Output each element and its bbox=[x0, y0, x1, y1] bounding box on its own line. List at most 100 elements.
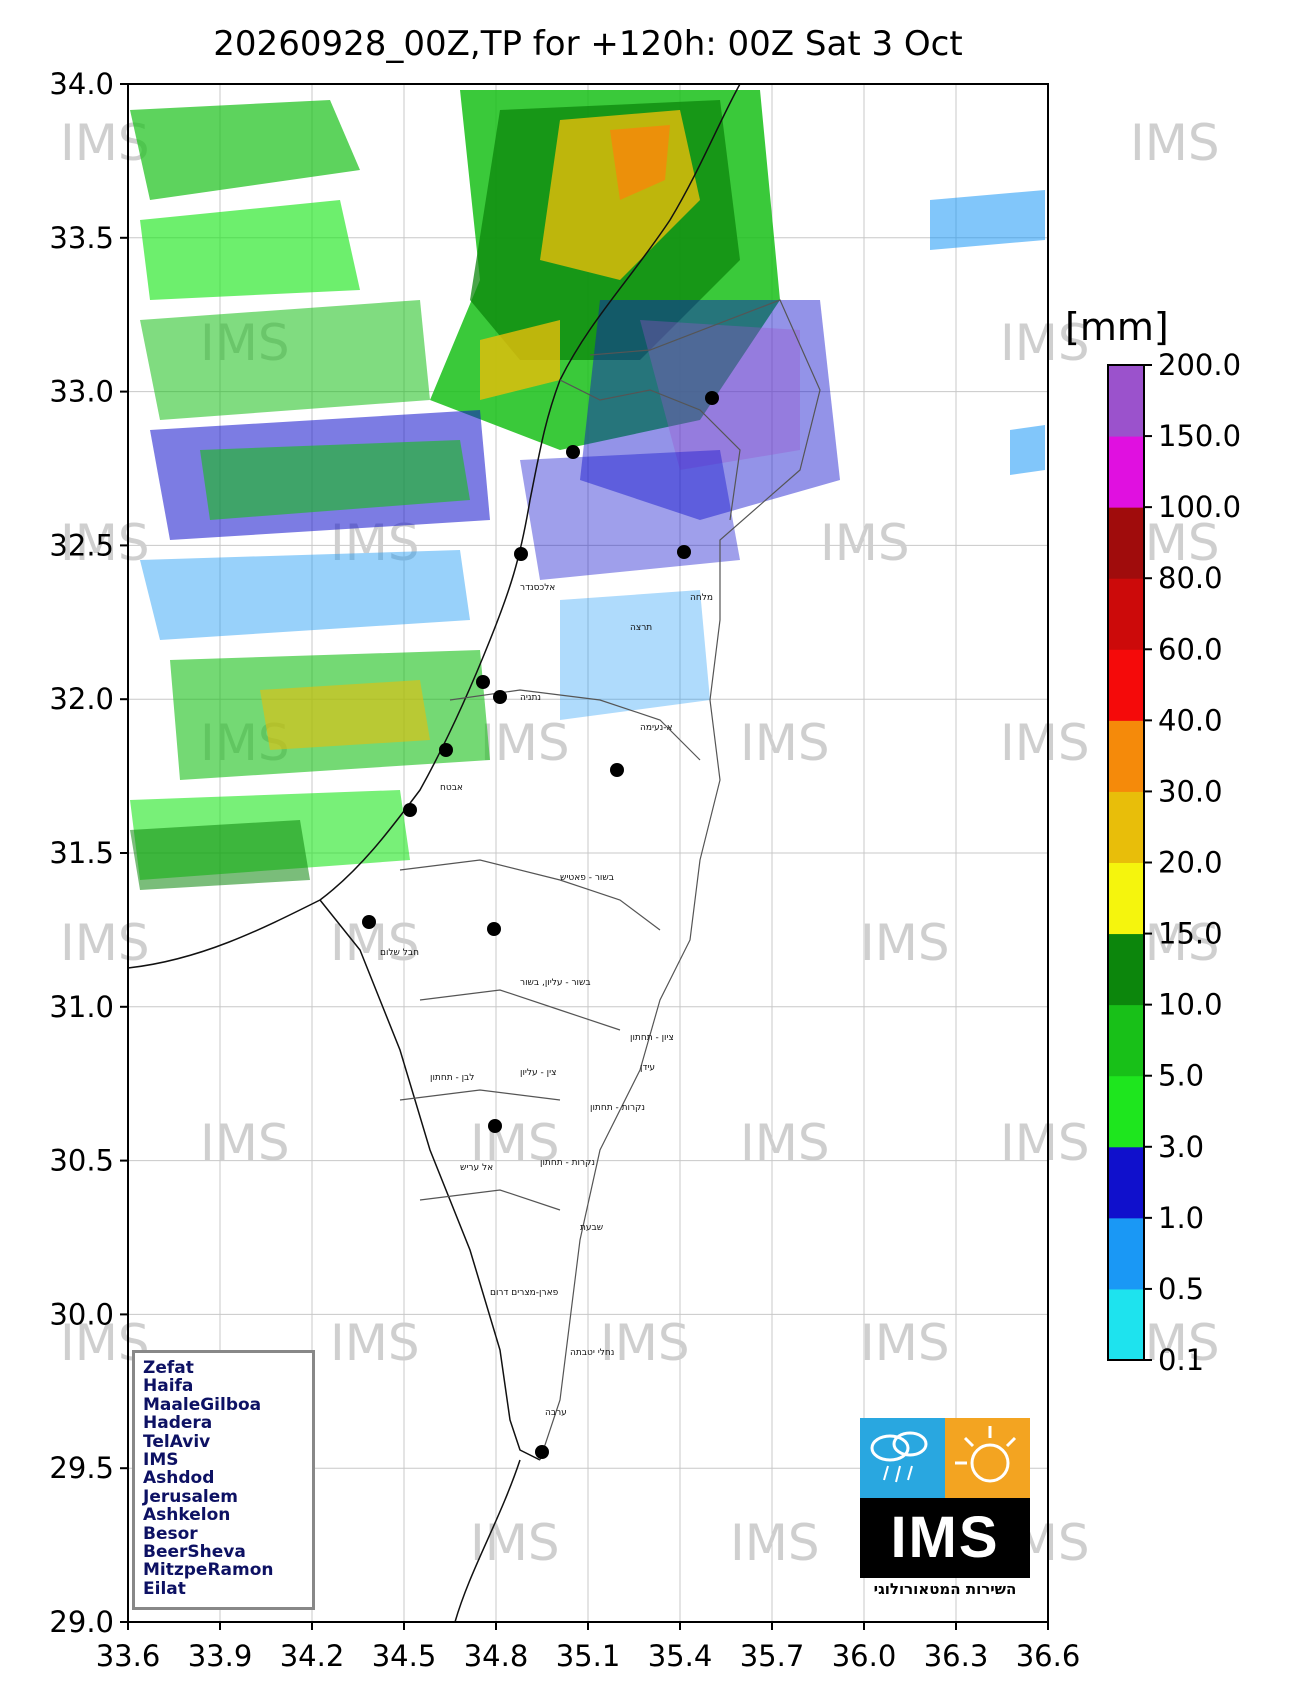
station-jerusalem bbox=[610, 763, 624, 777]
colorbar-tick-label: 15.0 bbox=[1158, 917, 1223, 951]
watermark-text: IMS bbox=[480, 714, 570, 772]
station-legend-item: Ashdod bbox=[143, 1468, 215, 1489]
colorbar-tick-label: 80.0 bbox=[1158, 561, 1223, 595]
svg-text:אלכסנדר: אלכסנדר bbox=[520, 583, 555, 593]
watermark-text: IMS bbox=[1000, 714, 1090, 772]
station-legend-item: Eilat bbox=[143, 1578, 186, 1599]
svg-text:בשור - עליון, בשור: בשור - עליון, בשור bbox=[520, 978, 591, 988]
watermark-text: IMS bbox=[470, 1114, 560, 1172]
svg-text:נקרות - תחתון: נקרות - תחתון bbox=[590, 1103, 645, 1113]
watermark-text: IMS bbox=[600, 1314, 690, 1372]
svg-text:ציון - תחתון: ציון - תחתון bbox=[630, 1033, 674, 1043]
svg-text:נחלי יטבתה: נחלי יטבתה bbox=[570, 1348, 614, 1358]
station-legend-item: TelAviv bbox=[143, 1431, 211, 1452]
svg-text:נתניה: נתניה bbox=[520, 693, 541, 703]
y-tick-label: 34.0 bbox=[49, 67, 114, 101]
y-tick-label: 32.0 bbox=[49, 682, 114, 716]
watermark-text: IMS bbox=[740, 714, 830, 772]
colorbar-segment bbox=[1108, 1075, 1144, 1148]
logo-black-band bbox=[860, 1498, 1030, 1578]
y-tick-label: 31.5 bbox=[49, 836, 114, 870]
colorbar-segment bbox=[1108, 1146, 1144, 1219]
watermark-text: IMS bbox=[860, 914, 950, 972]
svg-text:פארן-מצרים דרום: פארן-מצרים דרום bbox=[490, 1288, 559, 1298]
y-tick-label: 30.0 bbox=[49, 1297, 114, 1331]
svg-text:תרצה: תרצה bbox=[630, 623, 652, 633]
watermark-text: IMS bbox=[1130, 114, 1220, 172]
svg-text:אבטח: אבטח bbox=[440, 783, 463, 793]
svg-text:א-נעימה: א-נעימה bbox=[640, 723, 673, 733]
station-ashkelon bbox=[403, 803, 417, 817]
colorbar-segment bbox=[1108, 365, 1144, 437]
country-outline bbox=[399, 299, 821, 1461]
svg-text:עידן: עידן bbox=[640, 1063, 655, 1073]
x-tick-label: 36.3 bbox=[924, 1639, 989, 1673]
station-zefat bbox=[705, 391, 719, 405]
x-tick-label: 33.6 bbox=[96, 1639, 161, 1673]
station-ashdod bbox=[439, 743, 453, 757]
colorbar: 0.1 0.5 1.0 3.0 5.0 10.0 15.0 20.0 30.0 40.0 60.0 8… bbox=[1107, 348, 1241, 1377]
station-ims bbox=[493, 690, 507, 704]
watermark-text: IMS bbox=[470, 1514, 560, 1572]
station-maalegilboa bbox=[677, 545, 691, 559]
y-tick-label: 29.5 bbox=[49, 1451, 114, 1485]
svg-text:מלחה: מלחה bbox=[690, 593, 713, 603]
y-tick-label: 32.5 bbox=[49, 528, 114, 562]
station-legend-item: Haifa bbox=[143, 1376, 194, 1397]
precipitation-field bbox=[130, 90, 1045, 890]
station-besor bbox=[362, 915, 376, 929]
station-telaviv bbox=[476, 675, 490, 689]
x-tick-label: 35.7 bbox=[740, 1639, 805, 1673]
watermark-text: IMS bbox=[1000, 314, 1090, 372]
station-legend: Zefat Haifa MaaleGilboa Hadera TelAviv IMS Ash… bbox=[132, 1350, 315, 1610]
colorbar-segment bbox=[1108, 791, 1144, 863]
colorbar-segment bbox=[1108, 1004, 1144, 1077]
watermark-text: IMS bbox=[60, 914, 150, 972]
colorbar-tick-label: 3.0 bbox=[1158, 1130, 1204, 1164]
station-legend-item: IMS bbox=[143, 1450, 179, 1471]
x-tick-label: 36.0 bbox=[832, 1639, 897, 1673]
y-tick-label: 33.0 bbox=[49, 375, 114, 409]
colorbar-tick-label: 20.0 bbox=[1158, 846, 1223, 880]
watermark-text: IMS bbox=[820, 514, 910, 572]
station-haifa bbox=[566, 445, 580, 459]
x-tick-label: 35.4 bbox=[648, 1639, 713, 1673]
svg-text:נקרות - תחתון: נקרות - תחתון bbox=[540, 1158, 595, 1168]
x-tick-label: 34.5 bbox=[372, 1639, 437, 1673]
station-legend-item: Zefat bbox=[143, 1358, 194, 1378]
station-eilat bbox=[535, 1445, 549, 1459]
colorbar-tick-label: 100.0 bbox=[1158, 490, 1241, 524]
watermark-text: IMS bbox=[200, 1114, 290, 1172]
y-tick-label: 29.0 bbox=[49, 1605, 114, 1639]
watermark-text: IMS bbox=[60, 514, 150, 572]
colorbar-tick-label: 0.1 bbox=[1158, 1343, 1204, 1377]
colorbar-tick-label: 5.0 bbox=[1158, 1059, 1204, 1093]
watermark-text: IMS bbox=[740, 1114, 830, 1172]
watermark-text: IMS bbox=[860, 1314, 950, 1372]
station-hadera bbox=[514, 547, 528, 561]
y-tick-label: 31.0 bbox=[49, 990, 114, 1024]
y-tick-label: 30.5 bbox=[49, 1144, 114, 1178]
y-tick-label: 33.5 bbox=[49, 221, 114, 255]
station-legend-item: Hadera bbox=[143, 1413, 213, 1434]
x-tick-label: 36.6 bbox=[1016, 1639, 1081, 1673]
colorbar-tick-label: 40.0 bbox=[1158, 703, 1223, 737]
svg-text:ערבה: ערבה bbox=[545, 1408, 567, 1418]
colorbar-segment bbox=[1108, 649, 1144, 721]
sun-icon bbox=[955, 1426, 1017, 1483]
colorbar-tick-label: 30.0 bbox=[1158, 774, 1223, 808]
svg-text:שבעת: שבעת bbox=[580, 1223, 603, 1233]
watermark-text: IMS bbox=[1000, 1114, 1090, 1172]
colorbar-segment bbox=[1108, 1288, 1144, 1361]
station-legend-item: Besor bbox=[143, 1523, 198, 1544]
svg-text:חבל שלום: חבל שלום bbox=[380, 948, 419, 958]
station-legend-item: MitzpeRamon bbox=[143, 1560, 274, 1581]
colorbar-tick-label: 150.0 bbox=[1158, 419, 1241, 453]
colorbar-tick-label: 1.0 bbox=[1158, 1201, 1204, 1235]
logo-rain-cloud-icon bbox=[860, 1418, 945, 1498]
x-tick-label: 35.1 bbox=[556, 1639, 621, 1673]
svg-text:אל עריש: אל עריש bbox=[460, 1163, 493, 1173]
x-tick-label: 34.8 bbox=[464, 1639, 529, 1673]
station-legend-item: Jerusalem bbox=[143, 1486, 239, 1507]
